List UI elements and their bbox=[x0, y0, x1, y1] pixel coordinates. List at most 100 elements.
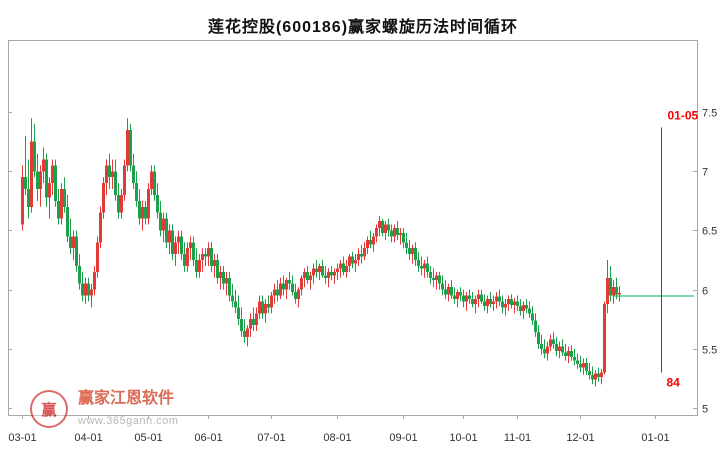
candle-body bbox=[156, 194, 159, 213]
candle-body bbox=[90, 289, 93, 296]
candle-body bbox=[51, 165, 54, 184]
candle-body bbox=[216, 260, 219, 278]
candle-body bbox=[585, 362, 588, 372]
candle-body bbox=[210, 248, 213, 266]
candle-body bbox=[102, 183, 105, 213]
candle-body bbox=[339, 263, 342, 269]
candle-body bbox=[534, 320, 537, 333]
candle-body bbox=[165, 218, 168, 243]
candle-body bbox=[225, 277, 228, 284]
candle-body bbox=[48, 183, 51, 198]
candle-body bbox=[138, 200, 141, 219]
candle-body bbox=[129, 129, 132, 166]
candle-body bbox=[30, 141, 33, 207]
candle-body bbox=[519, 306, 522, 311]
candle-body bbox=[291, 283, 294, 292]
candle-body bbox=[408, 248, 411, 255]
candle-body bbox=[288, 280, 291, 284]
candle-body bbox=[618, 293, 621, 295]
candle-body bbox=[303, 271, 306, 278]
candle-body bbox=[258, 301, 261, 314]
candle-body bbox=[231, 295, 234, 302]
x-axis-label: 07-01 bbox=[257, 432, 285, 444]
candle-body bbox=[540, 344, 543, 349]
x-axis-label: 03-01 bbox=[8, 432, 36, 444]
candle-body bbox=[450, 287, 453, 296]
y-axis-label: 5.5 bbox=[702, 345, 717, 357]
candle-body bbox=[249, 319, 252, 329]
candle-body bbox=[300, 277, 303, 290]
candle-body bbox=[546, 346, 549, 354]
candle-body bbox=[375, 228, 378, 237]
watermark-text: 赢家江恩软件 www.365gann.com bbox=[78, 390, 178, 427]
candle-body bbox=[243, 331, 246, 337]
watermark: 赢 赢家江恩软件 www.365gann.com bbox=[30, 390, 178, 428]
candle-body bbox=[414, 248, 417, 261]
candle-body bbox=[234, 301, 237, 308]
candle-body bbox=[510, 299, 513, 305]
x-axis-label: 05-01 bbox=[134, 432, 162, 444]
candle-body bbox=[582, 362, 585, 368]
candle-body bbox=[555, 344, 558, 352]
x-axis-label: 11-01 bbox=[504, 432, 531, 444]
candle-body bbox=[552, 339, 555, 345]
candle-body bbox=[45, 159, 48, 198]
candle-body bbox=[114, 171, 117, 195]
candle-body bbox=[240, 319, 243, 332]
candle-body bbox=[468, 295, 471, 300]
candle-body bbox=[186, 248, 189, 266]
candle-body bbox=[333, 271, 336, 276]
candle-body bbox=[207, 248, 210, 257]
candle-body bbox=[108, 165, 111, 178]
y-axis-label: 7.5 bbox=[702, 108, 717, 120]
candle-body bbox=[84, 283, 87, 296]
candle-body bbox=[558, 346, 561, 352]
x-axis-label: 06-01 bbox=[194, 432, 222, 444]
candle-body bbox=[189, 242, 192, 249]
watermark-logo-char: 赢 bbox=[41, 401, 57, 419]
candle-body bbox=[615, 287, 618, 295]
x-axis-label: 10-01 bbox=[449, 432, 477, 444]
candle-body bbox=[327, 271, 330, 278]
candle-body bbox=[312, 268, 315, 276]
x-axis-label: 09-01 bbox=[389, 432, 417, 444]
candle-body bbox=[549, 339, 552, 347]
candle-body bbox=[222, 271, 225, 284]
candle-body bbox=[213, 260, 216, 266]
candle-body bbox=[444, 289, 447, 295]
candle-body bbox=[171, 230, 174, 255]
candle-body bbox=[309, 275, 312, 281]
candle-body bbox=[588, 371, 591, 375]
candle-body bbox=[351, 256, 354, 264]
candle-body bbox=[402, 232, 405, 243]
candle-body bbox=[282, 283, 285, 290]
candle-body bbox=[57, 200, 60, 219]
candle-body bbox=[522, 304, 525, 311]
candle-body bbox=[168, 230, 171, 243]
marker-top-label: 01-05 bbox=[668, 109, 699, 123]
candle-body bbox=[273, 289, 276, 296]
watermark-brand: 赢家江恩软件 bbox=[78, 390, 175, 407]
candle-body bbox=[516, 301, 519, 307]
candle-body bbox=[237, 307, 240, 320]
candle-body bbox=[345, 265, 348, 272]
candle-body bbox=[387, 224, 390, 231]
marker-bottom-label: 84 bbox=[667, 375, 681, 389]
candle-body bbox=[384, 224, 387, 233]
candle-body bbox=[438, 275, 441, 284]
candle-body bbox=[93, 271, 96, 290]
candle-body bbox=[501, 301, 504, 308]
candle-body bbox=[321, 265, 324, 276]
candle-body bbox=[297, 289, 300, 300]
candle-body bbox=[24, 177, 27, 190]
candle-body bbox=[132, 165, 135, 184]
candle-body bbox=[411, 248, 414, 255]
candle-body bbox=[423, 263, 426, 269]
candle-body bbox=[324, 275, 327, 278]
candle-body bbox=[486, 299, 489, 307]
candle-body bbox=[399, 232, 402, 236]
candle-body bbox=[255, 313, 258, 326]
candle-body bbox=[594, 373, 597, 380]
